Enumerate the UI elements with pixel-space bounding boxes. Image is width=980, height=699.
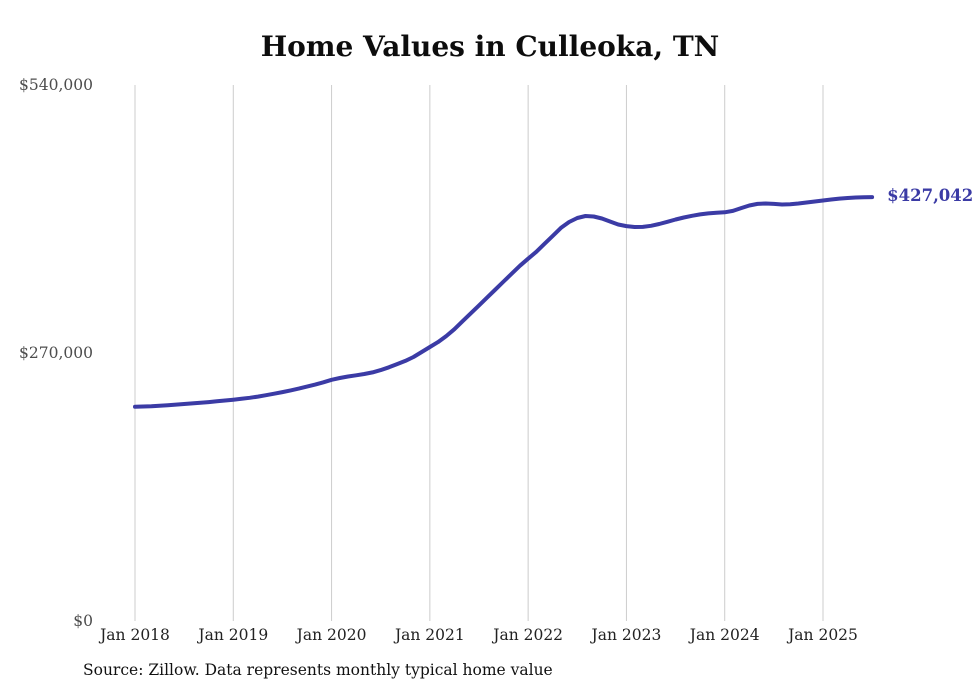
x-tick-label: Jan 2022 <box>491 626 563 644</box>
home-value-line <box>133 195 875 409</box>
x-tick-label: Jan 2023 <box>590 626 662 644</box>
y-tick-label: $270,000 <box>19 344 93 362</box>
source-note: Source: Zillow. Data represents monthly … <box>83 661 553 679</box>
x-tick-label: Jan 2025 <box>786 626 858 644</box>
x-tick-label: Jan 2021 <box>393 626 465 644</box>
y-tick-label: $0 <box>73 612 93 630</box>
latest-value-label: $427,042 <box>887 186 974 206</box>
x-tick-label: Jan 2024 <box>688 626 760 644</box>
chart-title: Home Values in Culleoka, TN <box>260 30 720 63</box>
x-tick-label: Jan 2018 <box>98 626 170 644</box>
x-tick-label: Jan 2020 <box>295 626 367 644</box>
x-tick-label: Jan 2019 <box>196 626 268 644</box>
y-tick-label: $540,000 <box>19 76 93 94</box>
